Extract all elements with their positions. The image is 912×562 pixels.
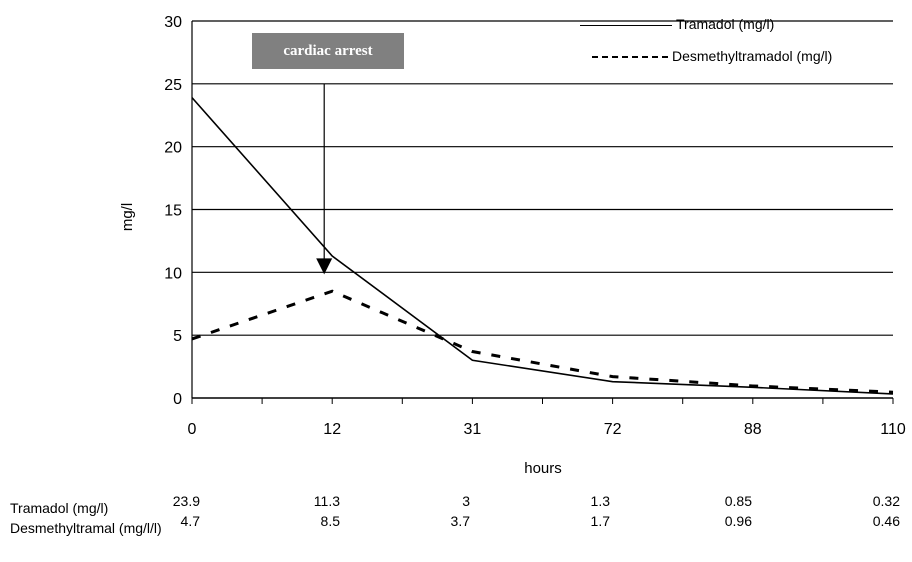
x-tick-label: 72 (604, 421, 622, 438)
table-cell: 1.7 (590, 513, 610, 529)
table-row-label: Tramadol (mg/l) (10, 500, 109, 516)
table-cell: 3.7 (450, 513, 470, 529)
table-cell: 0.46 (872, 513, 900, 529)
x-axis-label: hours (524, 460, 562, 477)
y-tick-label: 10 (164, 265, 182, 282)
x-tick-label: 12 (323, 421, 341, 438)
table-cell: 23.9 (172, 493, 200, 509)
table-cell: 0.32 (872, 493, 900, 509)
table-cell: 3 (462, 493, 470, 509)
x-tick-label: 88 (744, 421, 762, 438)
table-cell: 11.3 (313, 493, 340, 509)
x-tick-label: 31 (464, 421, 482, 438)
legend-item-tramadol: Tramadol (mg/l) (580, 16, 774, 32)
legend-label: Desmethyltramadol (mg/l) (672, 48, 833, 64)
series-line-desmethyltramadol (191, 289, 894, 394)
x-tick-label: 0 (188, 421, 197, 438)
y-tick-label: 15 (164, 203, 182, 220)
legend-dashed-line-icon (592, 56, 668, 59)
legend-label: Tramadol (mg/l) (676, 16, 775, 32)
legend-solid-line-icon (580, 24, 672, 26)
series-line-tramadol (191, 97, 894, 395)
annotation-cardiac-arrest: cardiac arrest (252, 33, 404, 69)
table-cell: 0.85 (724, 493, 752, 509)
legend-item-desmethyltramadol: Desmethyltramadol (mg/l) (592, 48, 832, 64)
table-cell: 8.5 (320, 513, 340, 529)
table-cell: 0.96 (724, 513, 752, 529)
y-tick-label: 0 (173, 391, 182, 408)
y-axis-label: mg/l (119, 203, 136, 231)
y-tick-label: 30 (164, 14, 182, 31)
arrowhead-icon (316, 258, 333, 275)
y-tick-label: 5 (173, 328, 182, 345)
y-tick-label: 20 (164, 140, 182, 157)
table-cell: 4.7 (180, 513, 200, 529)
table-cell: 1.3 (590, 493, 610, 509)
table-row-label: Desmethyltramal (mg/l/l) (10, 520, 162, 536)
y-tick-label: 25 (164, 77, 182, 94)
x-tick-label: 110 (880, 421, 906, 438)
